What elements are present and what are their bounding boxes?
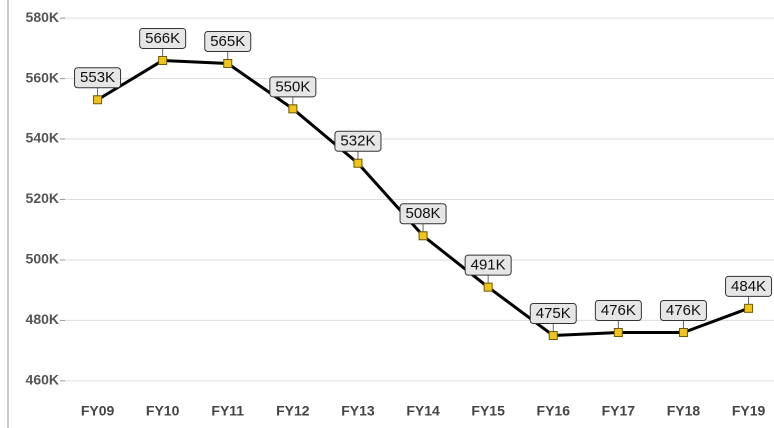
x-tick-label: FY15 [471, 403, 505, 419]
x-tick-label: FY13 [341, 403, 375, 419]
marker [744, 303, 754, 313]
x-tick-label: FY10 [146, 403, 180, 419]
marker [93, 95, 103, 105]
x-tick-label: FY11 [211, 403, 244, 419]
label-box [204, 30, 252, 52]
value-label: 565K [210, 33, 245, 50]
marker [158, 55, 168, 65]
x-tick-label: FY17 [602, 403, 636, 419]
label-box [725, 275, 773, 297]
y-tick-label: 500K [26, 251, 59, 267]
label-box [399, 203, 447, 225]
marker [613, 328, 623, 337]
value-label: 553K [80, 69, 115, 86]
y-tick-label: 520K [26, 190, 59, 206]
value-label: 508K [406, 205, 441, 222]
y-tick-label: 540K [26, 130, 59, 146]
marker [353, 158, 363, 168]
x-tick-label: FY14 [406, 403, 440, 419]
x-tick-label: FY19 [732, 403, 766, 419]
marker [418, 231, 428, 241]
x-tick-label: FY16 [537, 403, 571, 419]
y-tick-label: 560K [26, 69, 59, 85]
value-label: 566K [145, 30, 180, 47]
label-box [659, 300, 707, 321]
y-tick-label: 580K [26, 9, 59, 25]
value-label: 484K [731, 278, 766, 295]
value-label: 491K [471, 257, 506, 274]
label-box [594, 300, 642, 321]
x-tick-label: FY12 [276, 403, 310, 419]
value-label: 476K [601, 302, 636, 319]
value-label: 532K [340, 133, 375, 150]
label-box [139, 27, 187, 49]
y-tick-label: 460K [26, 372, 59, 388]
x-tick-label: FY18 [667, 403, 701, 419]
label-box [529, 303, 577, 325]
label-box [74, 67, 122, 89]
value-label: 476K [666, 302, 701, 319]
y-tick-label: 480K [26, 311, 59, 327]
x-tick-label: FY09 [81, 403, 115, 419]
marker [548, 331, 558, 341]
value-label: 550K [275, 78, 310, 95]
label-box [464, 254, 512, 276]
label-box [334, 130, 382, 152]
marker [288, 104, 298, 114]
marker [678, 328, 688, 337]
marker [483, 282, 493, 292]
marker [223, 58, 233, 68]
line [96, 58, 750, 338]
label-box [269, 76, 317, 98]
value-label: 475K [536, 305, 571, 322]
